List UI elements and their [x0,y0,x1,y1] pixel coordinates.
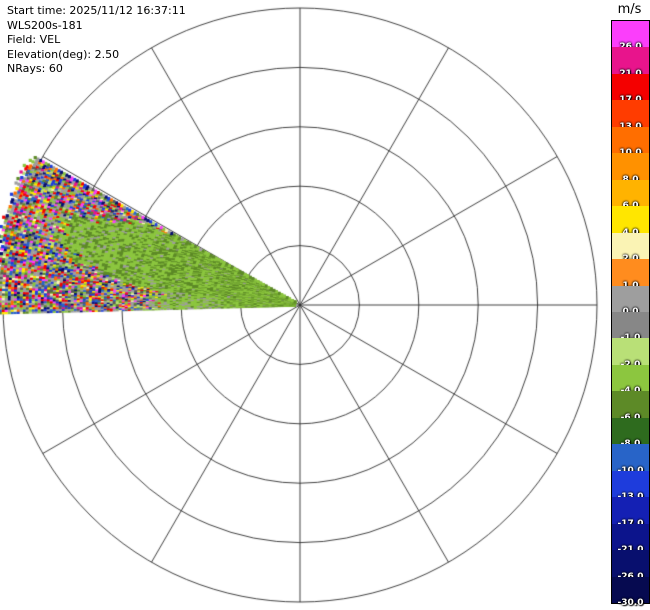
colorbar-segment: -17.0 [612,497,649,529]
header-line: NRays: 60 [7,62,63,75]
colorbar-segment: -4.0 [612,364,649,396]
colorbar-segment: 1.0 [612,259,649,291]
colorbar-segment: -26.0 [612,550,649,582]
header-line: WLS200s-181 [7,18,83,32]
colorbar-segment: 2.0 [612,232,649,264]
colorbar-segment: -13.0 [612,470,649,502]
plot-header: Start time: 2025/11/12 16:37:11 WLS200s-1… [7,4,186,77]
colorbar-segment-label: -30.0 [617,597,644,608]
colorbar-segment: -2.0 [612,338,649,370]
colorbar-segment: -21.0 [612,523,649,555]
colorbar: 26.021.017.013.010.08.06.04.02.01.00.0-1… [611,20,650,608]
colorbar-segment: 17.0 [612,73,649,105]
colorbar-segment: -1.0 [612,311,649,343]
colorbar-segment: 4.0 [612,206,649,238]
header-line: Elevation(deg): 2.50 [7,47,120,61]
colorbar-segment: -30.0 [612,576,649,608]
colorbar-segment: 6.0 [612,179,649,211]
colorbar-units-label: m/s [617,2,642,17]
colorbar-segment: 26.0 [612,21,649,52]
colorbar-segment: 0.0 [612,285,649,317]
colorbar-segment: 10.0 [612,126,649,158]
colorbar-segment: 8.0 [612,153,649,185]
colorbar-segment: 13.0 [612,100,649,132]
header-line: Field: VEL [7,33,61,46]
colorbar-segment: -10.0 [612,444,649,476]
header-line: Start time: 2025/11/12 16:37:11 [7,4,186,17]
colorbar-segment: -8.0 [612,417,649,449]
colorbar-segment: 21.0 [612,47,649,79]
colorbar-segment: -6.0 [612,391,649,423]
